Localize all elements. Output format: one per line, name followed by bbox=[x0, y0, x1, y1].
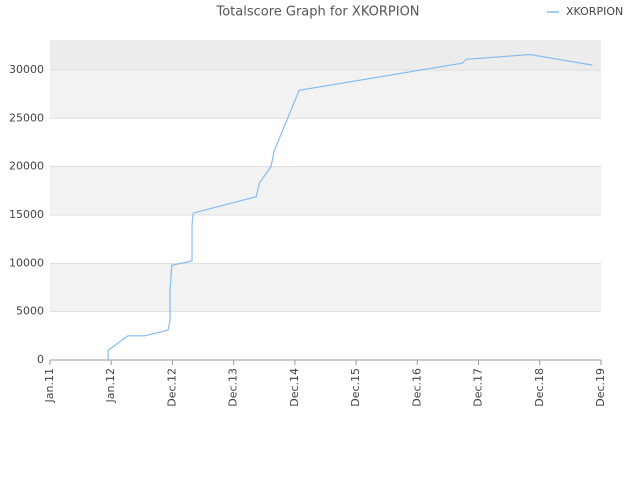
data-line bbox=[107, 53, 593, 360]
legend-label: XKORPION bbox=[566, 5, 623, 18]
x-tick-label: Dec.12 bbox=[165, 368, 178, 407]
x-tick-label: Dec.13 bbox=[227, 368, 240, 407]
x-tick-label: Dec.18 bbox=[533, 368, 546, 407]
y-tick-label: 30000 bbox=[9, 63, 44, 76]
y-tick-label: 10000 bbox=[9, 256, 44, 269]
plot-band bbox=[50, 166, 601, 215]
x-tick-label: Dec.16 bbox=[410, 368, 423, 407]
x-tick-label: Dec.17 bbox=[472, 368, 485, 407]
y-tick-label: 20000 bbox=[9, 160, 44, 173]
x-tick-label: Dec.19 bbox=[594, 368, 607, 407]
x-tick-label: Dec.15 bbox=[349, 368, 362, 407]
plot-band bbox=[50, 69, 601, 119]
y-tick-label: 15000 bbox=[9, 208, 44, 221]
x-tick-label: Jan.11 bbox=[43, 368, 56, 403]
x-tick-label: Dec.14 bbox=[288, 368, 301, 407]
plot-band bbox=[50, 40, 601, 70]
plot-band bbox=[50, 263, 601, 312]
chart-title: Totalscore Graph for XKORPION bbox=[215, 5, 419, 20]
y-tick-label: 25000 bbox=[9, 111, 44, 124]
y-tick-label: 0 bbox=[37, 353, 44, 366]
y-tick-label: 5000 bbox=[16, 305, 44, 318]
x-tick-label: Jan.12 bbox=[104, 368, 117, 403]
